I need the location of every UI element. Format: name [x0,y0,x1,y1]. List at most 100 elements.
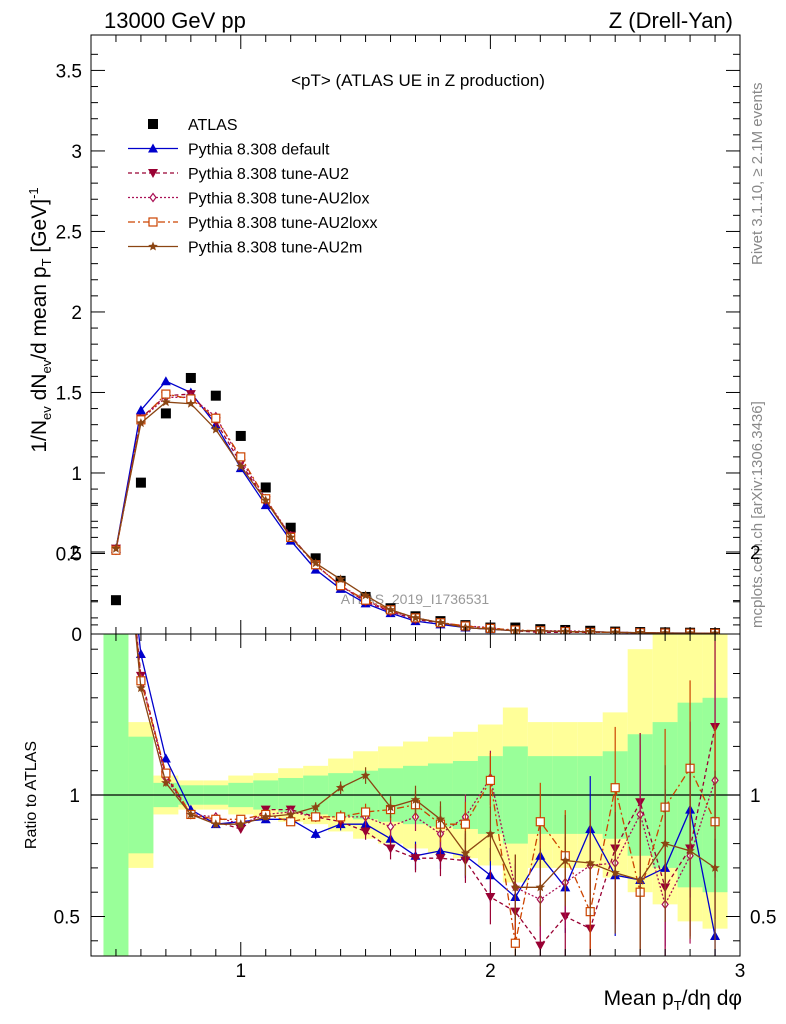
ratio-y-tick-label-right: 1 [750,786,761,807]
ratio-point [535,882,546,892]
data-point [186,398,196,408]
data-point [385,604,396,614]
ratio-point [160,753,171,763]
data-point [210,390,221,401]
ratio-point [360,827,371,837]
header-process-label: Z (Drell-Yan) [609,8,733,33]
ratio-point [310,828,321,838]
ratio-point [660,838,670,848]
legend-marker [148,217,158,227]
data-point [235,430,246,441]
data-point [161,389,171,399]
ratio-y-tick-label-right: 0.5 [750,908,776,929]
ratio-point [112,431,120,439]
data-point [435,617,446,627]
ratio-point [585,858,595,868]
header-energy-label: 13000 GeV pp [104,8,246,33]
data-point [410,612,421,622]
ratio-point [261,811,271,821]
data-point [136,418,146,428]
data-point [360,590,371,600]
data-point [335,574,346,584]
legend-entry: Pythia 8.308 tune-AU2loxx [128,215,377,232]
ratio-point [560,855,570,865]
legend-marker [148,143,158,153]
y-tick-label: 3 [71,142,82,163]
main-chart-title: <pT> (ATLAS UE in Z production) [291,71,545,90]
ratio-point [385,844,396,854]
ratio-point [535,941,546,951]
x-axis-label: Mean pT/dη dφ [604,987,742,1013]
data-point [285,522,296,533]
legend-entry: Pythia 8.308 default [128,142,330,159]
ratio-point [435,854,446,864]
legend-marker [148,169,158,178]
ratio-point [610,783,620,793]
ratio-point [161,777,171,787]
ratio-point [111,421,121,430]
legend: ATLAS Pythia 8.308 default Pythia 8.308 tu… [128,117,377,257]
ratio-point [360,770,371,780]
ratio-point [311,812,321,822]
main-y-axis-label: 1/Nev dNev/d mean pT [GeV]-1 [26,187,54,452]
ratio-y-tick-label-right: 2 [750,543,761,564]
data-point [211,424,221,434]
ratio-pythia-8-308-tune-au2m [111,421,720,956]
ratio-point [460,848,471,858]
legend-marker [149,192,157,203]
ratio-point [435,814,446,824]
ratio-point [635,875,645,885]
legend-label: Pythia 8.308 tune-AU2 [188,166,349,183]
ratio-point [410,794,421,804]
ratio-point [161,768,171,778]
data-point [236,452,246,462]
ratio-point [335,782,346,792]
legend-marker [148,119,158,129]
legend-label: Pythia 8.308 tune-AU2m [188,240,362,257]
legend-label: ATLAS [188,117,238,134]
ratio-panel: 1 2 3 0.5 0.5 1 1 2 2 Ratio to ATLAS Mean pT/dη … [23,421,776,1013]
data-point [160,408,171,419]
ratio-series-layer [111,421,721,956]
ratio-point [310,802,321,812]
ratio-point [410,854,421,864]
y-tick-label: 0.5 [56,544,82,565]
ratio-y-tick-label-left: 0.5 [54,908,80,929]
y-tick-label: 1.5 [56,383,82,404]
y-tick-label: 0 [71,625,82,646]
y-tick-label: 2 [71,303,82,324]
x-tick-label: 3 [735,961,746,982]
legend-marker [148,241,158,251]
legend-entry: Pythia 8.308 tune-AU2 [128,166,349,183]
mcplots-label: mcplots.cern.ch [arXiv:1306.3436] [749,401,766,628]
ratio-point [286,817,296,827]
ratio-point [236,819,246,829]
ratio-point [535,817,545,827]
y-tick-label: 1 [71,464,82,485]
ratio-pythia-8-308-tune-au2lox [135,634,719,956]
ratio-point [685,845,695,855]
data-point [135,405,146,415]
main-y-axis: 0 0.5 1 1.5 2 2.5 3 3.5 [56,35,740,646]
ratio-point [610,867,620,877]
ratio-point [485,828,496,838]
data-point [135,477,146,488]
ratio-uncertainty-bands [103,634,728,956]
data-point [261,495,271,505]
data-point [336,581,346,591]
ratio-point [385,802,396,812]
ratio-point [710,862,720,872]
ratio-point [186,809,196,819]
ratio-y-axis-label: Ratio to ATLAS [23,741,40,849]
data-point [211,413,221,423]
ratio-point [136,683,146,693]
ratio-y-tick-label-left: 2 [69,543,80,564]
legend-entry: Pythia 8.308 tune-AU2lox [128,191,369,208]
ratio-point [510,938,520,948]
ratio-point [485,893,496,903]
ratio-point [360,807,371,817]
ratio-y-tick-label-left: 1 [69,786,80,807]
y-tick-label: 3.5 [56,61,82,82]
legend-label: Pythia 8.308 tune-AU2loxx [188,215,377,232]
